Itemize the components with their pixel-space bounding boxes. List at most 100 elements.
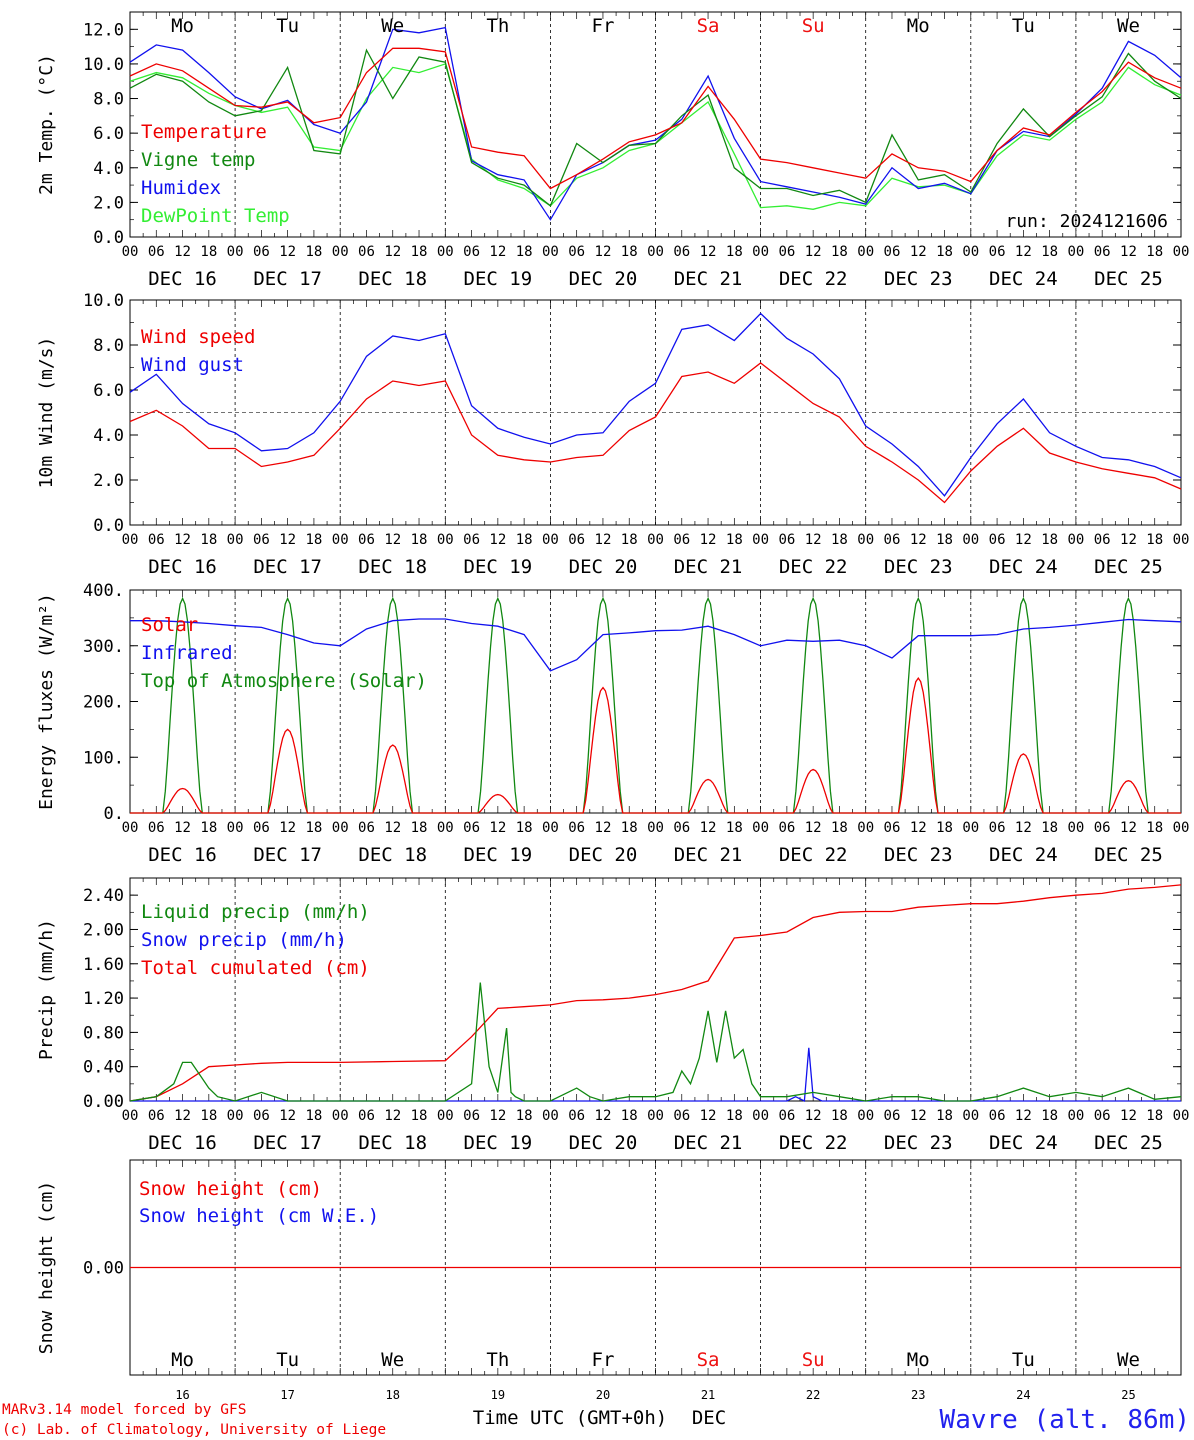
credit-line-2: (c) Lab. of Climatology, University of L… <box>2 1422 386 1438</box>
hour-tick-label: 12 <box>700 820 717 836</box>
hour-tick-label: 06 <box>253 532 270 548</box>
weekday-label: Fr <box>592 1349 615 1371</box>
hour-tick-label: 06 <box>673 1108 690 1124</box>
y-tick-label: 0.00 <box>83 1092 124 1112</box>
hour-tick-label: 00 <box>647 1108 664 1124</box>
weekday-label: Tu <box>1012 15 1035 37</box>
date-label: DEC 20 <box>569 556 638 578</box>
hour-tick-label: 18 <box>200 532 217 548</box>
hour-tick-label: 18 <box>621 1108 638 1124</box>
date-label: DEC 17 <box>253 556 322 578</box>
date-label: DEC 19 <box>464 1132 533 1154</box>
hour-tick-label: 18 <box>936 532 953 548</box>
legend-entry: Total cumulated (cm) <box>141 957 370 979</box>
hour-tick-label: 18 <box>726 820 743 836</box>
hour-tick-label: 00 <box>962 532 979 548</box>
hour-tick-label: 18 <box>1146 1108 1163 1124</box>
hour-tick-label: 12 <box>1015 532 1032 548</box>
date-label: DEC 16 <box>148 844 217 866</box>
y-tick-label: 2.0 <box>93 471 124 491</box>
hour-tick-label: 06 <box>989 532 1006 548</box>
hour-tick-label: 06 <box>253 820 270 836</box>
weekday-label: Th <box>486 15 509 37</box>
date-label: DEC 20 <box>569 844 638 866</box>
hour-tick-label: 00 <box>122 820 139 836</box>
hour-tick-label: 18 <box>831 820 848 836</box>
hour-tick-label: 12 <box>174 244 191 260</box>
hour-tick-label: 00 <box>1067 532 1084 548</box>
date-label: DEC 25 <box>1094 1132 1163 1154</box>
y-tick-label: 0.0 <box>93 228 124 248</box>
panel-1: 0.0 2.0 4.0 6.0 8.0 10.0 12.0 2m Temp. (°C) Temp… <box>36 11 1190 290</box>
date-label: DEC 22 <box>779 844 848 866</box>
hour-tick-label: 06 <box>148 244 165 260</box>
hour-tick-label: 12 <box>489 820 506 836</box>
hour-tick-label: 12 <box>700 532 717 548</box>
panel-3: 0. 100. 200. 300. 400. Energy fluxes (W/m²) So… <box>36 581 1189 866</box>
hour-tick-label: 06 <box>358 1108 375 1124</box>
xaxis-title: Time UTC (GMT+0h) <box>473 1407 667 1429</box>
hour-tick-label: 00 <box>332 1108 349 1124</box>
hour-tick-label: 06 <box>568 820 585 836</box>
weekday-label: Mo <box>907 1349 930 1371</box>
hour-tick-label: 00 <box>1067 820 1084 836</box>
panels-group: 0.0 2.0 4.0 6.0 8.0 10.0 12.0 2m Temp. (°C) Temp… <box>36 11 1190 1402</box>
hour-tick-label: 06 <box>1094 532 1111 548</box>
date-label: DEC 21 <box>674 1132 743 1154</box>
hour-tick-label: 18 <box>411 244 428 260</box>
hour-tick-label: 06 <box>884 532 901 548</box>
y-tick-label: 1.60 <box>83 955 124 975</box>
day-number-label: 22 <box>806 1388 820 1402</box>
hour-tick-label: 06 <box>568 532 585 548</box>
date-label: DEC 25 <box>1094 844 1163 866</box>
hour-tick-label: 18 <box>621 244 638 260</box>
hour-tick-label: 12 <box>910 820 927 836</box>
y-tick-label: 0.80 <box>83 1023 124 1043</box>
hour-tick-label: 18 <box>1041 820 1058 836</box>
hour-tick-label: 00 <box>1173 244 1190 260</box>
weekday-label: Fr <box>592 15 615 37</box>
hour-tick-label: 00 <box>332 532 349 548</box>
hour-tick-label: 12 <box>1015 820 1032 836</box>
run-label: run: 2024121606 <box>1005 211 1168 232</box>
hour-tick-label: 18 <box>1146 244 1163 260</box>
hour-tick-label: 00 <box>332 244 349 260</box>
hour-tick-label: 18 <box>516 1108 533 1124</box>
hour-tick-label: 00 <box>1173 532 1190 548</box>
hour-tick-label: 12 <box>805 532 822 548</box>
y-tick-label: 400. <box>83 581 124 601</box>
hour-tick-label: 18 <box>516 820 533 836</box>
date-label: DEC 20 <box>569 268 638 290</box>
date-label: DEC 21 <box>674 268 743 290</box>
y-axis-label: Energy fluxes (W/m²) <box>36 593 57 810</box>
hour-tick-label: 00 <box>542 1108 559 1124</box>
hour-tick-label: 12 <box>279 820 296 836</box>
weekday-label: We <box>381 15 404 37</box>
legend-entry: Humidex <box>141 177 221 199</box>
hour-tick-label: 06 <box>989 820 1006 836</box>
hour-tick-label: 12 <box>595 244 612 260</box>
weekday-label: We <box>1117 15 1140 37</box>
date-label: DEC 16 <box>148 1132 217 1154</box>
y-tick-label: 0.0 <box>93 516 124 536</box>
hour-tick-label: 00 <box>122 532 139 548</box>
y-tick-label: 10.0 <box>83 291 124 311</box>
y-tick-label: 8.0 <box>93 90 124 110</box>
date-label: DEC 16 <box>148 556 217 578</box>
y-axis-label: 2m Temp. (°C) <box>36 54 57 195</box>
y-tick-label: 2.00 <box>83 920 124 940</box>
hour-tick-label: 12 <box>279 244 296 260</box>
legend-entry: Snow height (cm) <box>139 1178 322 1200</box>
hour-tick-label: 18 <box>936 820 953 836</box>
series-line-2 <box>130 1047 1181 1103</box>
day-number-label: 19 <box>491 1388 505 1402</box>
hour-tick-label: 18 <box>305 244 322 260</box>
hour-tick-label: 00 <box>752 820 769 836</box>
hour-tick-label: 06 <box>148 532 165 548</box>
weekday-label: Mo <box>171 1349 194 1371</box>
y-tick-label: 2.40 <box>83 886 124 906</box>
legend-entry: Top of Atmosphere (Solar) <box>141 670 427 692</box>
date-label: DEC 25 <box>1094 268 1163 290</box>
hour-tick-label: 06 <box>358 532 375 548</box>
y-tick-label: 300. <box>83 637 124 657</box>
